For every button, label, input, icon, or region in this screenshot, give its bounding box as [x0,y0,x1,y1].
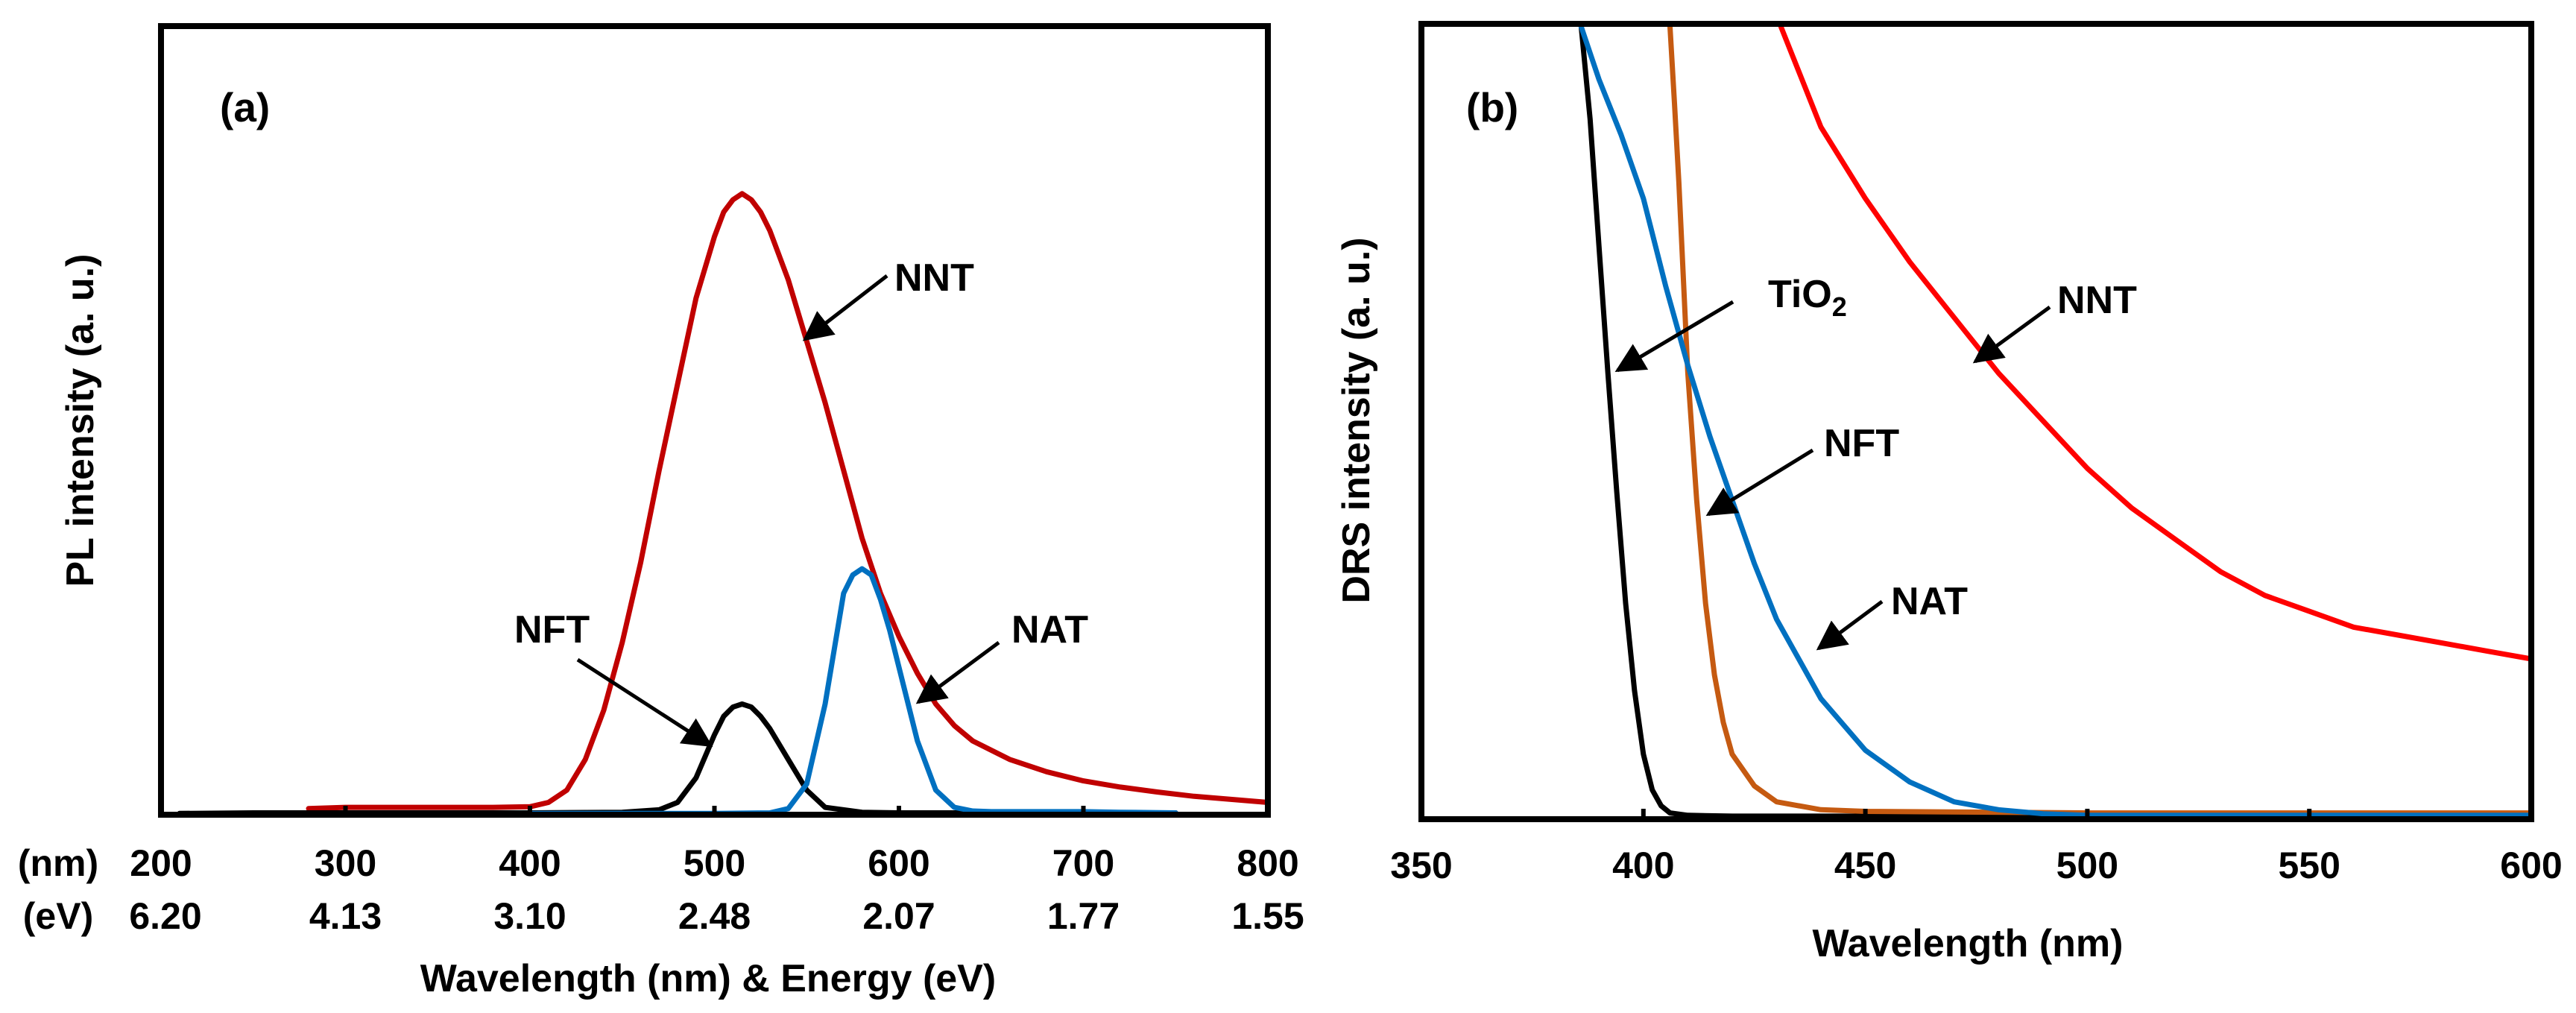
panel-a-y-axis-title: PL intensity (a. u.) [59,254,102,587]
panel-a-label: (a) [220,84,270,130]
tick-label: 500 [2056,845,2118,886]
series-nft-line [177,701,1178,816]
annotation-arrow-nat [1816,599,1884,651]
tick-label: 550 [2278,845,2340,886]
annotation-arrow-nnt [1972,305,2051,364]
panel-a-series [177,191,1271,816]
annotation-arrow-nat [915,640,1000,704]
panel-b-y-axis-title: DRS intensity (a. u.) [1335,237,1378,603]
panel-a-x-axis-title: Wavelength (nm) & Energy (eV) [420,957,996,1000]
tick-label-nm: 800 [1237,842,1298,884]
panel-b-label: (b) [1466,84,1518,130]
tick-label-ev: 2.48 [678,895,751,937]
annotation-tio2-subscript: 2 [1832,291,1847,322]
series-tio2-line [1578,24,2534,819]
annotation-nft: NFT [514,608,590,651]
tick-label-ev: 3.10 [493,895,566,937]
tick-label-ev: 2.07 [862,895,935,937]
panel-a-x-tick-labels-ev: 6.20 4.13 3.10 2.48 2.07 1.77 1.55 [129,895,1304,937]
panel-a-plot-area [158,23,1271,818]
series-nat-line [527,566,1178,816]
panel-b-plot-area [1418,21,2534,822]
tick-label-ev: 6.20 [129,895,201,937]
series-nnt-line [1778,24,2534,662]
tick-label-ev: 4.13 [309,895,382,937]
tick-label-nm: 400 [499,842,561,884]
panel-b-series [1578,24,2534,819]
annotation-nnt: NNT [894,256,974,300]
panel-a-tick-marks [343,806,1086,815]
tick-label-nm: 700 [1052,842,1114,884]
panel-a: (a) PL intensity (a. u.) Wavelength (nm)… [18,23,1304,1000]
tick-label-nm: 300 [315,842,376,884]
annotation-arrow-nnt [802,274,888,341]
annotation-arrow-tio2 [1614,300,1734,373]
annotation-arrow-nft [1705,448,1814,517]
panel-a-x-tick-labels-nm: 200 300 400 500 600 700 800 [130,842,1298,884]
panel-b-x-axis-title: Wavelength (nm) [1813,922,2124,965]
panel-b-x-tick-labels: 350 400 450 500 550 600 [1390,845,2562,886]
panel-b: (b) DRS intensity (a. u.) Wavelength (nm… [1335,21,2563,965]
tick-label-ev: 1.77 [1047,895,1120,937]
tick-label-nm: 500 [684,842,745,884]
tick-label: 400 [1612,845,1674,886]
annotation-nft: NFT [1824,422,1899,465]
tick-label: 350 [1390,845,1452,886]
annotation-tio2: TiO2 [1768,273,1847,322]
annotation-nat: NAT [1011,608,1088,651]
tick-label-nm: 200 [130,842,192,884]
tick-label-nm: 600 [868,842,929,884]
panel-a-unit-label-nm: (nm) [18,842,98,884]
series-nft-line [1667,24,2534,816]
annotation-nat: NAT [1891,580,1968,623]
series-nat-line [1578,24,2534,818]
panel-b-tick-marks [1641,809,2312,818]
tick-label: 600 [2500,845,2562,886]
tick-label: 450 [1834,845,1896,886]
annotation-arrow-nft [576,657,713,748]
annotation-tio2-base: TiO [1768,273,1832,316]
tick-label-ev: 1.55 [1231,895,1304,937]
series-nnt-line [306,191,1271,812]
panel-a-unit-label-ev: (eV) [23,895,93,937]
annotation-nnt: NNT [2057,279,2137,322]
